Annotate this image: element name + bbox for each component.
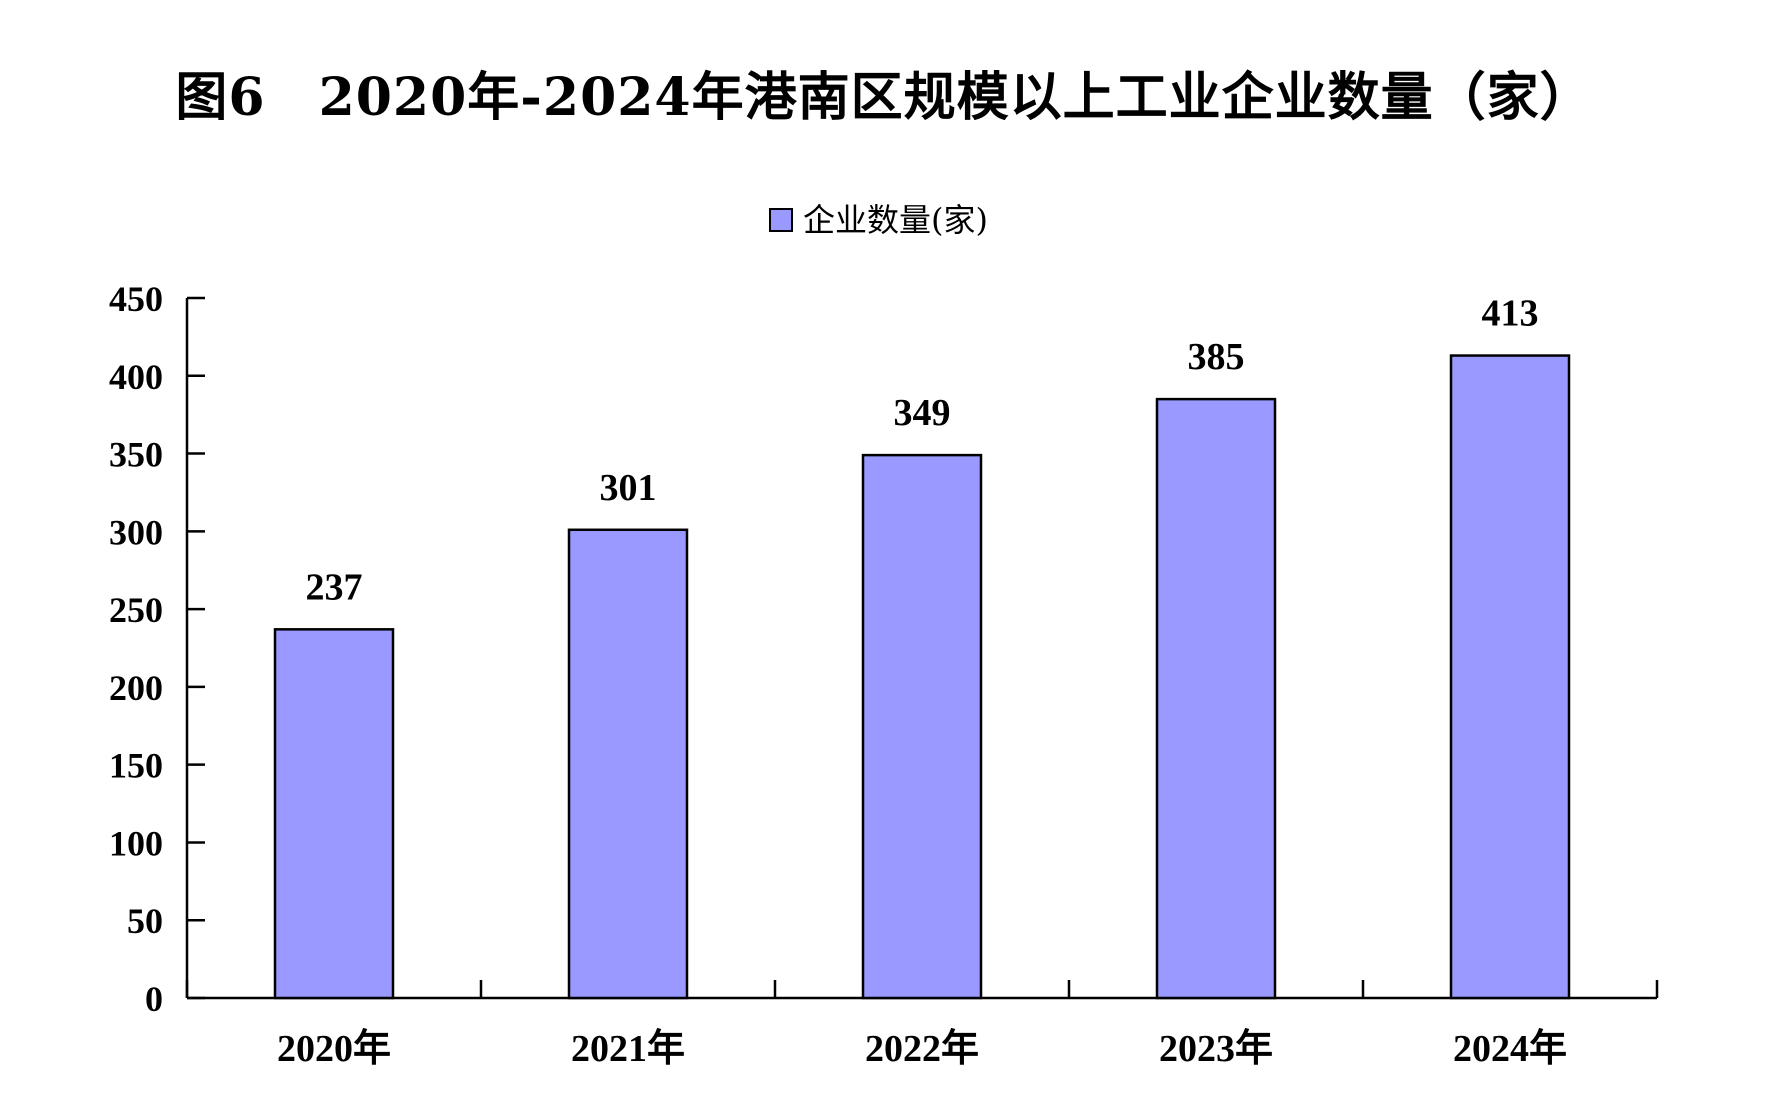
chart-title: 图6 2020年-2024年港南区规模以上工业企业数量（家） bbox=[175, 67, 1593, 128]
legend: 企业数量(家) bbox=[769, 201, 988, 239]
y-tick-label: 0 bbox=[145, 979, 163, 1019]
data-label: 237 bbox=[306, 566, 363, 608]
bar bbox=[1449, 354, 1571, 1000]
data-label: 301 bbox=[600, 467, 657, 509]
y-tick-label: 50 bbox=[127, 901, 163, 941]
legend-label: 企业数量(家) bbox=[803, 201, 988, 239]
y-tick-label: 100 bbox=[109, 823, 163, 863]
bars bbox=[273, 354, 1571, 1000]
data-label: 385 bbox=[1188, 336, 1245, 378]
bar bbox=[273, 628, 395, 1000]
bar bbox=[861, 453, 983, 1000]
bar bbox=[1155, 397, 1277, 1000]
y-tick-label: 300 bbox=[109, 512, 163, 552]
x-category-label: 2020年 bbox=[277, 1028, 391, 1070]
y-tick-label: 450 bbox=[109, 279, 163, 319]
y-tick-label: 400 bbox=[109, 357, 163, 397]
x-category-label: 2022年 bbox=[865, 1028, 979, 1070]
data-label: 413 bbox=[1482, 293, 1539, 335]
y-tick-label: 150 bbox=[109, 746, 163, 786]
y-tick-label: 350 bbox=[109, 435, 163, 475]
y-tick-label: 250 bbox=[109, 590, 163, 630]
labels: 237 2020年 301 2021年 349 2022年 385 2023年 413 2024年 bbox=[277, 293, 1567, 1070]
y-tick-label: 200 bbox=[109, 668, 163, 708]
x-category-label: 2024年 bbox=[1453, 1028, 1567, 1070]
x-category-label: 2023年 bbox=[1159, 1028, 1273, 1070]
data-label: 349 bbox=[894, 392, 951, 434]
x-category-label: 2021年 bbox=[571, 1028, 685, 1070]
legend-swatch bbox=[769, 208, 793, 232]
bar bbox=[567, 528, 689, 1000]
